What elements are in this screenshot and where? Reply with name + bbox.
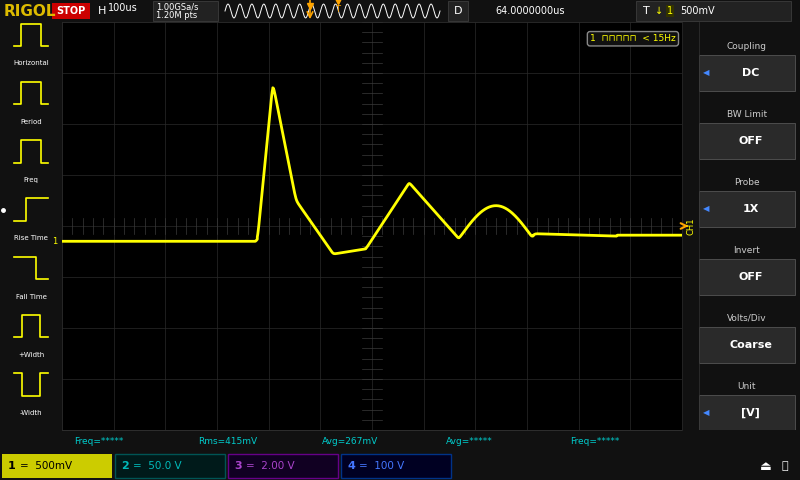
Text: Coarse: Coarse <box>729 340 772 350</box>
Text: ◀: ◀ <box>703 204 710 214</box>
Text: Avg=*****: Avg=***** <box>446 436 493 445</box>
Text: 1  ⊓⊓⊓⊓⊓  < 15Hz: 1 ⊓⊓⊓⊓⊓ < 15Hz <box>590 34 676 43</box>
Bar <box>2 454 112 478</box>
Bar <box>115 454 225 478</box>
Text: 2: 2 <box>121 461 129 471</box>
Bar <box>228 454 338 478</box>
Bar <box>698 191 795 228</box>
Text: =  50.0 V: = 50.0 V <box>133 461 182 471</box>
Bar <box>448 1 468 21</box>
Text: =  100 V: = 100 V <box>359 461 404 471</box>
Bar <box>636 1 791 21</box>
Text: 3: 3 <box>234 461 242 471</box>
Text: Horizontal: Horizontal <box>13 60 49 66</box>
Text: OFF: OFF <box>738 272 762 282</box>
Text: 500mV: 500mV <box>680 6 714 16</box>
Text: T: T <box>643 6 650 16</box>
Text: ↓: ↓ <box>655 6 663 16</box>
Text: 1.20M pts: 1.20M pts <box>156 11 198 20</box>
Text: Avg=267mV: Avg=267mV <box>322 436 378 445</box>
Text: [V]: [V] <box>741 408 760 418</box>
Text: Probe: Probe <box>734 178 760 187</box>
Text: Freq: Freq <box>23 177 38 183</box>
Text: Freq=*****: Freq=***** <box>74 436 124 445</box>
Text: Freq=*****: Freq=***** <box>570 436 620 445</box>
Text: 4: 4 <box>347 461 355 471</box>
Text: BW Limit: BW Limit <box>727 110 767 119</box>
Text: ⏏: ⏏ <box>760 459 772 472</box>
Bar <box>698 122 795 159</box>
Text: 1: 1 <box>8 461 16 471</box>
Bar <box>153 1 218 21</box>
Text: Period: Period <box>20 119 42 125</box>
Text: RIGOL: RIGOL <box>4 3 57 19</box>
Text: +Width: +Width <box>18 352 44 358</box>
Text: 1.00GSa/s: 1.00GSa/s <box>156 2 198 12</box>
Text: ◀: ◀ <box>703 408 710 418</box>
Text: Rise Time: Rise Time <box>14 235 48 241</box>
Text: D: D <box>454 6 462 16</box>
Text: =  500mV: = 500mV <box>20 461 72 471</box>
Text: 1: 1 <box>53 237 58 246</box>
Text: Fall Time: Fall Time <box>15 294 46 300</box>
Text: Invert: Invert <box>734 246 760 255</box>
Bar <box>341 454 451 478</box>
Text: =  2.00 V: = 2.00 V <box>246 461 294 471</box>
Text: 1: 1 <box>667 6 673 16</box>
Bar <box>698 55 795 91</box>
Text: OFF: OFF <box>738 136 762 146</box>
Text: ◀: ◀ <box>703 69 710 77</box>
Bar <box>698 326 795 363</box>
Text: -Width: -Width <box>20 410 42 416</box>
Bar <box>52 3 90 19</box>
Text: CH1: CH1 <box>687 217 696 235</box>
Text: T: T <box>335 4 341 13</box>
Text: 64.0000000us: 64.0000000us <box>495 6 565 16</box>
Text: H: H <box>98 6 106 16</box>
Text: DC: DC <box>742 68 759 78</box>
Text: 100us: 100us <box>108 3 138 13</box>
Text: STOP: STOP <box>56 6 86 16</box>
Text: Coupling: Coupling <box>727 42 767 51</box>
Text: 🔊: 🔊 <box>782 461 789 471</box>
Bar <box>698 395 795 432</box>
Bar <box>698 259 795 295</box>
Text: Volts/Div: Volts/Div <box>727 314 766 323</box>
Text: Rms=415mV: Rms=415mV <box>198 436 258 445</box>
Text: 1X: 1X <box>742 204 758 214</box>
Text: Unit: Unit <box>738 382 756 391</box>
